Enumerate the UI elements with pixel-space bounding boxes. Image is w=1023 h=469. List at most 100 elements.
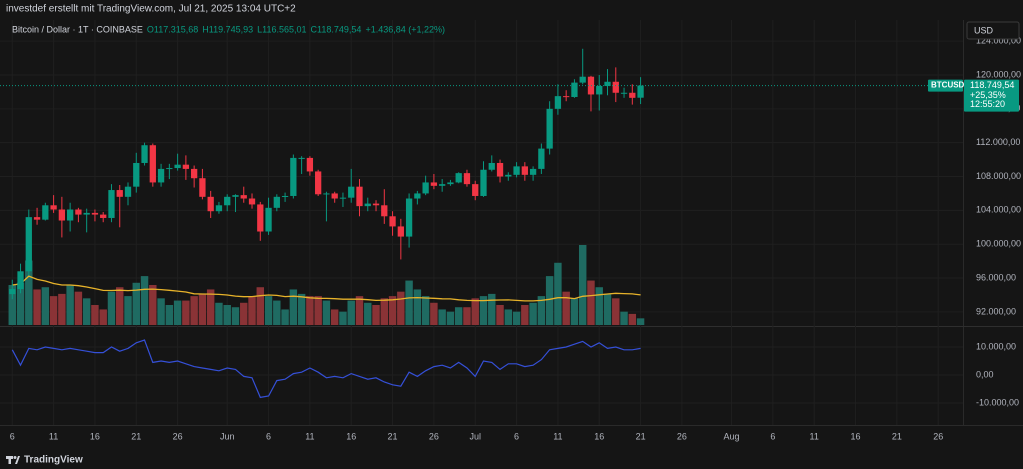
- candle-body: [100, 214, 107, 218]
- volume-bar: [330, 309, 339, 325]
- volume-bar: [206, 289, 215, 325]
- candle-body: [124, 186, 132, 197]
- candle-body: [612, 81, 619, 93]
- volume-bar: [355, 296, 364, 325]
- volume-bar: [273, 300, 281, 325]
- candle-body: [83, 212, 90, 215]
- volume-bar: [240, 302, 248, 325]
- volume-bar: [223, 305, 231, 325]
- candle-body: [637, 85, 644, 98]
- volume-bar: [421, 296, 430, 325]
- candle-body: [224, 196, 231, 206]
- volume-bar: [521, 305, 529, 325]
- change-label: +25,35%: [970, 90, 1006, 100]
- candle-body: [554, 96, 562, 109]
- candle-body: [587, 76, 595, 95]
- volume-bar: [388, 296, 397, 325]
- candle-body: [265, 207, 272, 232]
- currency-box[interactable]: [966, 21, 1020, 40]
- candle-body: [257, 204, 264, 232]
- candle-body: [389, 216, 396, 227]
- volume-bar: [25, 260, 33, 325]
- candle-body: [629, 92, 636, 98]
- candle-body: [513, 166, 520, 175]
- x-tick-label: 11: [49, 431, 58, 441]
- y-tick-label: 92.000,00: [976, 306, 1016, 316]
- x-tick-label: Jul: [469, 431, 481, 441]
- candle-body: [248, 198, 256, 205]
- volume-bar: [471, 298, 479, 325]
- tradingview-logo: [6, 456, 20, 464]
- volume-bar: [438, 309, 446, 325]
- candle-body: [207, 196, 214, 212]
- volume-bar: [578, 245, 587, 325]
- volume-bar: [107, 291, 116, 325]
- oscillator-line: [11, 339, 641, 399]
- candle-body: [273, 196, 280, 208]
- volume-bar: [364, 302, 372, 325]
- volume-bar: [314, 296, 322, 325]
- y2-tick-label: 0,00: [976, 369, 994, 379]
- x-tick-label: 11: [305, 431, 314, 441]
- volume-ma: [12, 275, 641, 302]
- header: investdef erstellt mit TradingView.com, …: [6, 4, 296, 15]
- volume-bar: [58, 293, 66, 325]
- candle-body: [141, 145, 148, 163]
- candle-body: [323, 193, 330, 195]
- candle-body: [58, 209, 66, 221]
- volume-bar: [182, 300, 190, 325]
- x-tick-label: Aug: [724, 431, 740, 441]
- candle-body: [66, 209, 74, 221]
- volume-bar: [215, 302, 223, 325]
- volume-bar: [587, 280, 595, 325]
- marks: [0, 48, 963, 399]
- volume-bar: [479, 296, 488, 325]
- candle-body: [505, 174, 512, 177]
- volume-bar: [190, 296, 198, 325]
- legend-value: H119.745,93: [202, 24, 253, 34]
- candle-body: [546, 108, 553, 149]
- footer: TradingView: [24, 455, 83, 466]
- countdown: 12:55:20: [970, 99, 1005, 109]
- candle-body: [472, 184, 479, 196]
- volume-bar: [496, 305, 504, 325]
- volume-bar: [256, 287, 265, 325]
- x-tick-label: 6: [770, 431, 775, 441]
- candle-body: [529, 168, 537, 175]
- candle-body: [116, 190, 123, 197]
- x-tick-label: 21: [388, 431, 398, 441]
- candle-body: [315, 171, 322, 195]
- candle-body: [405, 198, 413, 237]
- volume-bar: [405, 280, 413, 325]
- x-tick-label: 16: [90, 431, 100, 441]
- volume-bar: [264, 296, 273, 325]
- symbol-tag: BTCUSD: [931, 81, 965, 90]
- logo-part: [8, 456, 11, 464]
- candle-body: [215, 205, 223, 212]
- candle-body: [372, 203, 380, 206]
- volume-bar: [537, 296, 546, 325]
- candle-body: [620, 92, 628, 94]
- x-tick-label: 6: [266, 431, 271, 441]
- candle-body: [381, 205, 388, 217]
- candle-body: [521, 166, 528, 175]
- candle-body: [604, 81, 611, 86]
- y-tick-label: 96.000,00: [976, 272, 1016, 282]
- candle-body: [356, 186, 363, 207]
- x-tick-label: 11: [553, 431, 562, 441]
- candle-body: [480, 169, 487, 196]
- candle-body: [439, 184, 446, 186]
- x-tick-label: 16: [594, 431, 604, 441]
- volume-bar: [248, 296, 256, 325]
- volume-bar: [116, 287, 124, 325]
- candle-body: [430, 182, 438, 186]
- volume-bar: [628, 313, 637, 325]
- currency: USD: [974, 25, 994, 35]
- legend-value: O117.315,68: [147, 24, 198, 34]
- x-tick-label: 11: [810, 431, 819, 441]
- volume-bar: [372, 305, 380, 325]
- volume-bar: [140, 276, 149, 325]
- volume-bar: [620, 311, 628, 325]
- last-price-box: [964, 79, 1019, 112]
